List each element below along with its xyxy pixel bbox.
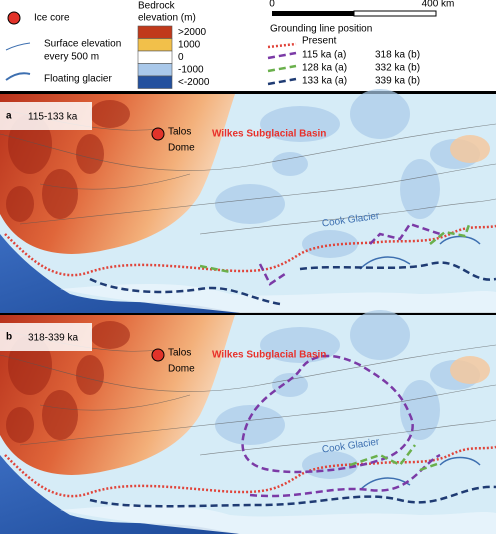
- scale-label: 0: [269, 0, 275, 10]
- legend-title: Bedrock: [138, 1, 176, 12]
- land-high: [6, 186, 34, 222]
- grounding-symbol: [267, 64, 297, 73]
- land-high: [76, 134, 104, 174]
- bedrock-high: [450, 356, 490, 384]
- bedrock-high: [450, 135, 490, 163]
- glacier-symbol: [5, 72, 31, 81]
- coastal-shelf: [60, 505, 496, 534]
- elevation-contour: [19, 163, 496, 225]
- color-swatch: [137, 50, 173, 64]
- legend-label: 318 ka (b): [375, 50, 420, 61]
- bedrock-low: [272, 152, 308, 176]
- legend-label: 1000: [178, 40, 201, 51]
- legend-label: <-2000: [178, 77, 210, 88]
- legend-label: Present: [302, 36, 337, 47]
- scale-bar: [353, 10, 437, 17]
- label-box: [0, 102, 92, 130]
- basin-label: Wilkes Subglacial Basin: [212, 129, 326, 140]
- bedrock-low: [350, 89, 410, 139]
- grounding-symbol: [267, 77, 297, 86]
- legend-label: Surface elevation: [44, 39, 121, 50]
- land-high: [42, 390, 78, 440]
- panel-letter: b: [6, 332, 12, 343]
- grounding-symbol: [267, 42, 297, 49]
- grounding-line: [89, 261, 496, 306]
- grounding-present: [4, 224, 496, 277]
- bedrock-low: [302, 451, 358, 479]
- legend-label: Ice core: [34, 13, 70, 24]
- ice-core-symbol: [7, 11, 21, 25]
- color-swatch: [137, 75, 173, 89]
- map-panel: a 115-133 ka Talos Dome Wilkes Subglacial Ba…: [0, 89, 496, 313]
- site-label: Talos: [168, 348, 191, 359]
- legend-label: Floating glacier: [44, 74, 112, 85]
- bedrock-low: [350, 310, 410, 360]
- legend: Ice core Surface elevation every 500 m Floa…: [5, 0, 455, 89]
- legend-label: 115 ka (a): [302, 50, 346, 61]
- basin-label: Wilkes Subglacial Basin: [212, 350, 326, 361]
- elevation-contour: [39, 173, 191, 190]
- legend-label: 332 ka (b): [375, 63, 420, 74]
- panel-letter: a: [6, 111, 12, 122]
- ice-core: [151, 127, 165, 141]
- bedrock-low: [400, 380, 440, 440]
- grounding-line: [89, 485, 496, 508]
- legend-label: -1000: [178, 65, 204, 76]
- site-label: Talos: [168, 127, 191, 138]
- scale-label: 400 km: [422, 0, 455, 10]
- legend-label: 0: [178, 52, 184, 63]
- bedrock-low: [215, 184, 285, 224]
- color-swatch: [137, 38, 173, 52]
- color-swatch: [137, 63, 173, 77]
- ocean: [0, 455, 240, 534]
- land-high: [90, 321, 130, 349]
- panel-range: 318-339 ka: [28, 333, 78, 344]
- bedrock-low: [272, 373, 308, 397]
- floating-glacier: [359, 235, 481, 270]
- elevation-contour: [0, 123, 496, 171]
- elevation-contour: [39, 394, 191, 411]
- bedrock-low: [260, 327, 340, 363]
- site-label: Dome: [168, 364, 195, 375]
- bedrock-low: [215, 405, 285, 445]
- bedrock-low: [302, 230, 358, 258]
- legend-label: 133 ka (a): [302, 76, 347, 87]
- grounding-present: [4, 445, 496, 498]
- ice-core: [151, 348, 165, 362]
- color-swatch: [137, 25, 173, 39]
- legend-title: elevation (m): [138, 13, 196, 24]
- land-high: [42, 169, 78, 219]
- scale-bar: [272, 11, 354, 16]
- land-high: [90, 100, 130, 128]
- map-panel: b 318-339 ka Talos Dome Wilkes Subglacial Ba…: [0, 310, 496, 534]
- elevation-contour: [19, 384, 496, 446]
- elevation-contour: [0, 344, 496, 392]
- grounding-line: [241, 354, 414, 474]
- legend-label: >2000: [178, 27, 207, 38]
- site-label: Dome: [168, 143, 195, 154]
- label-box: [0, 323, 92, 351]
- separator: [0, 312, 496, 315]
- grounding-line: [258, 222, 441, 286]
- land-high: [6, 407, 34, 443]
- grounding-line: [349, 444, 441, 472]
- legend-label: 339 ka (b): [375, 76, 420, 87]
- bedrock-low: [260, 106, 340, 142]
- separator: [0, 91, 496, 94]
- legend-title: Grounding line position: [270, 24, 372, 35]
- legend-label: 128 ka (a): [302, 63, 347, 74]
- grounding-line: [199, 221, 472, 274]
- bedrock-low: [400, 159, 440, 219]
- grounding-symbol: [267, 51, 297, 60]
- elevation-contour: [199, 419, 496, 456]
- elevation-contour: [199, 198, 496, 235]
- ocean: [0, 234, 240, 313]
- panel-range: 115-133 ka: [28, 112, 78, 123]
- land-high: [76, 355, 104, 395]
- legend-label: every 500 m: [44, 52, 99, 63]
- contour-symbol: [5, 42, 31, 51]
